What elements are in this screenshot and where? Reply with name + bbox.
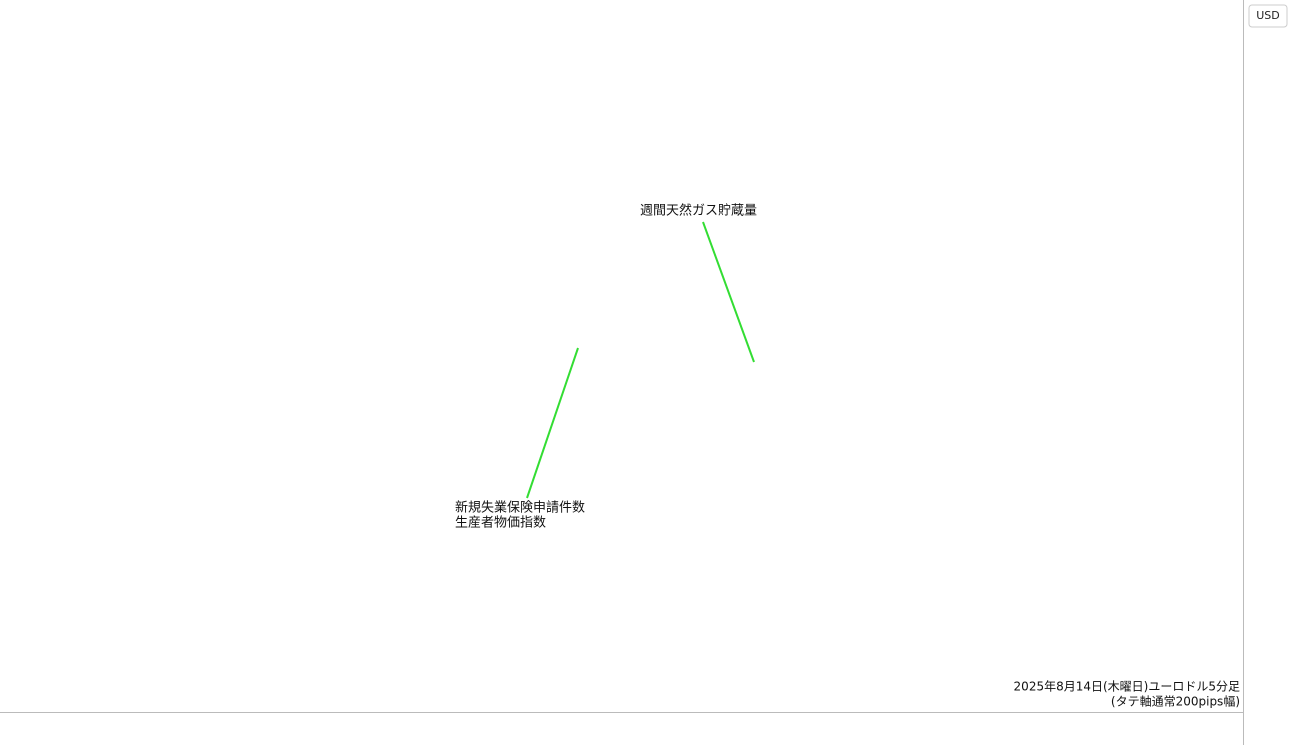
y-axis-label: USD xyxy=(1256,9,1280,22)
note: (タテ軸通常200pips幅) xyxy=(1111,694,1240,709)
note: 2025年8月14日(木曜日)ユーロドル5分足 xyxy=(1014,680,1240,694)
price-axis-panel xyxy=(1243,0,1300,745)
annotation: 週間天然ガス貯蔵量 xyxy=(640,203,757,219)
annotation: 新規失業保険申請件数 xyxy=(455,500,585,516)
currency-box xyxy=(1248,4,1288,28)
annotation-line xyxy=(526,347,579,499)
annotation-line xyxy=(702,221,755,363)
annotation: 生産者物価指数 xyxy=(455,515,546,531)
